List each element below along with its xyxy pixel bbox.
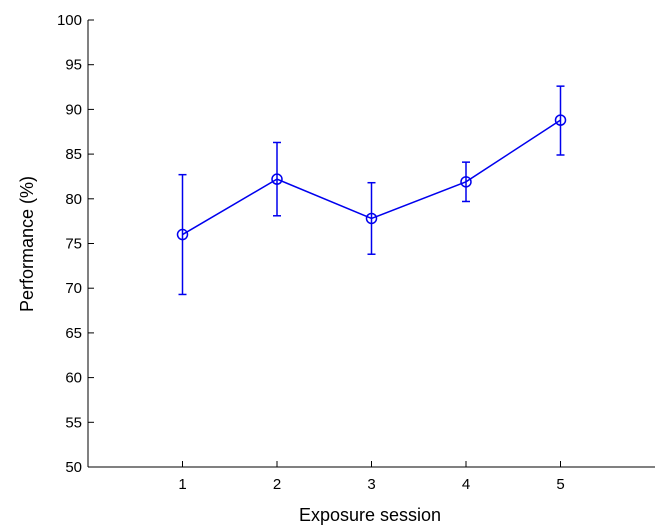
data-point [176, 228, 189, 241]
plot-area: 50 55 60 65 70 75 80 85 90 95 100 1 2 3 4 5 [57, 12, 655, 493]
data-point [271, 173, 283, 185]
y-tick-label: 65 [65, 325, 82, 342]
y-tick-label: 95 [65, 57, 82, 74]
data-point [460, 176, 472, 188]
x-tick-label: 1 [178, 476, 186, 493]
x-tick-label: 3 [367, 476, 375, 493]
y-tick-label: 80 [65, 191, 82, 208]
y-tick-label: 60 [65, 370, 82, 387]
y-tick-label: 55 [65, 414, 82, 431]
x-tick-label: 2 [273, 476, 281, 493]
y-tick-label: 85 [65, 146, 82, 163]
y-axis-label: Performance (%) [17, 176, 37, 312]
x-tick-label: 5 [556, 476, 564, 493]
x-tick-label: 4 [462, 476, 470, 493]
y-tick-label: 100 [57, 12, 82, 29]
y-tick-label: 70 [65, 280, 82, 297]
y-tick-label: 50 [65, 459, 82, 476]
x-axis-label: Exposure session [299, 505, 441, 525]
data-point [554, 114, 567, 126]
y-tick-label: 75 [65, 236, 82, 253]
data-point [365, 212, 378, 225]
y-tick-label: 90 [65, 101, 82, 118]
